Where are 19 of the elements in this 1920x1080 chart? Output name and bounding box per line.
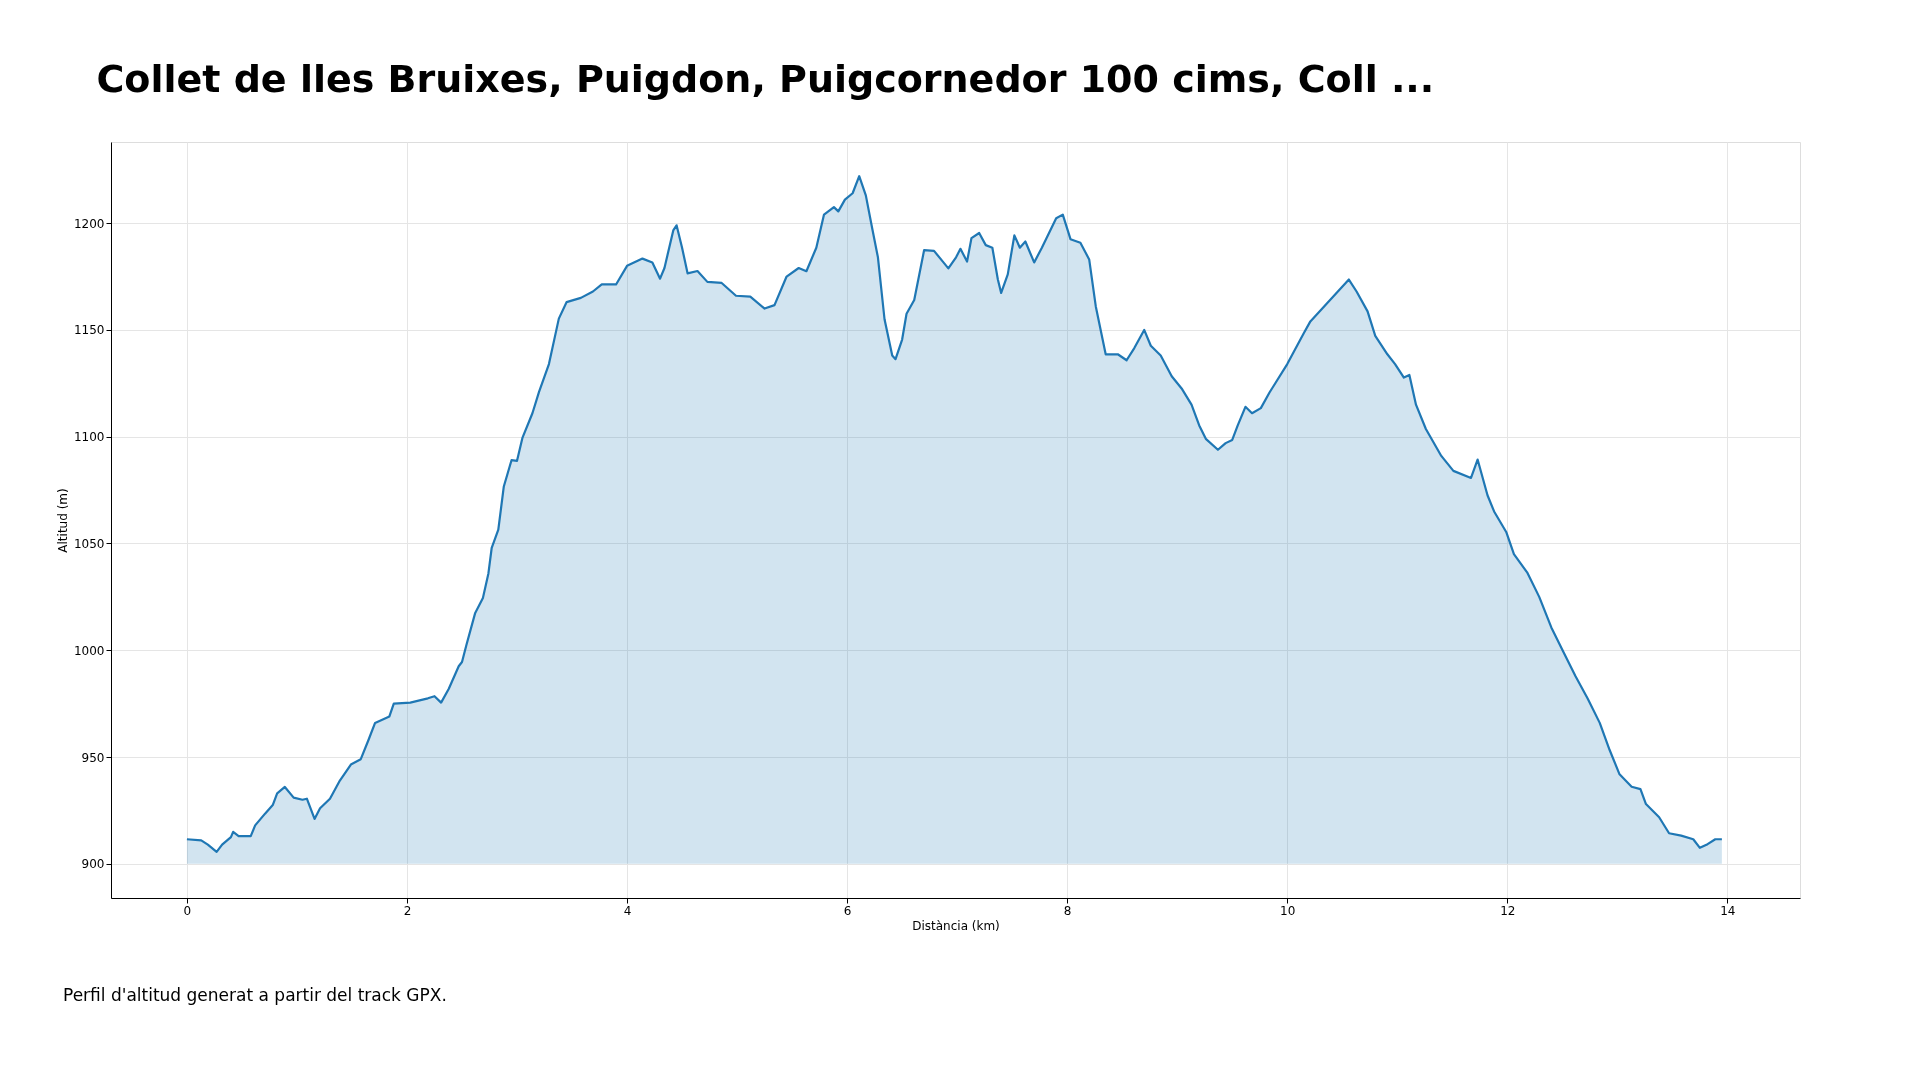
y-axis-title: Altitud (m) bbox=[55, 488, 70, 553]
y-tick-label: 1150 bbox=[73, 323, 105, 338]
x-tick-label: 2 bbox=[403, 903, 412, 918]
x-tick-label: 8 bbox=[1063, 903, 1072, 918]
x-tick-label: 12 bbox=[1500, 903, 1516, 918]
x-tick-label: 10 bbox=[1280, 903, 1296, 918]
x-tick-label: 14 bbox=[1720, 903, 1736, 918]
text: Perfil d'altitud generat a partir del track GPX. bbox=[63, 985, 447, 1005]
y-tick-label: 1000 bbox=[73, 643, 105, 658]
y-tick-label: 1100 bbox=[73, 430, 105, 445]
x-tick-label: 4 bbox=[623, 903, 632, 918]
y-tick-label: 1050 bbox=[73, 536, 105, 551]
y-tick-label: 1200 bbox=[73, 216, 105, 231]
x-axis-title: Distància (km) bbox=[912, 918, 1000, 933]
y-tick-label: 950 bbox=[81, 750, 105, 765]
chart-title: Collet de lles Bruixes, Puigdon, Puigcornedor 100 cims, Coll ... bbox=[96, 57, 1435, 101]
x-tick-label: 6 bbox=[843, 903, 852, 918]
y-tick-label: 900 bbox=[81, 857, 105, 872]
x-tick-label: 0 bbox=[183, 903, 192, 918]
